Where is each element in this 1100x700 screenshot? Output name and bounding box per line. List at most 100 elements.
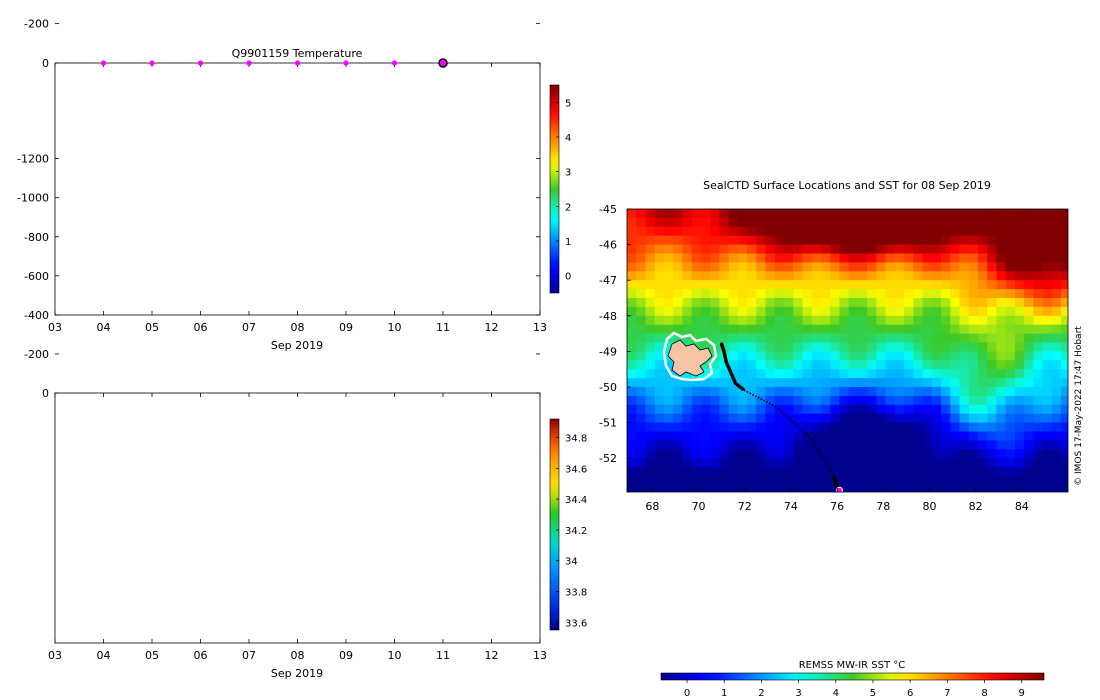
sst-cell [784,271,794,281]
x-tick-label: 04 [97,649,111,662]
sst-cell [867,262,877,272]
sst-cell [627,271,637,281]
sst-cell [700,306,711,317]
sst-cell [977,289,988,299]
sst-grid [627,209,1068,492]
sst-cell [793,289,803,299]
sst-cell [784,253,794,263]
sst-cell [774,333,785,343]
colorbar-tick-label: 1 [565,237,571,248]
sst-cell [728,235,739,246]
sst-cell [636,244,646,254]
sst-cell [857,360,868,370]
sst-cell [1014,360,1025,370]
sst-cell [710,253,720,263]
sst-cell [977,244,988,254]
sst-cell [1005,217,1016,228]
sst-cell [627,360,637,370]
sst-cell [885,333,896,343]
sst-cell [913,226,924,237]
sst-cell [719,271,730,281]
colorbar-tick-label: 3 [565,168,571,179]
sst-cell [996,342,1007,352]
sst-cell [968,324,979,335]
sst-cell [784,209,794,219]
sst-cell [645,324,656,335]
sst-cell [894,306,905,317]
sst-cell [673,306,683,317]
sst-cell [959,209,970,219]
sst-cell [1042,262,1053,272]
colorbar-tick-label: 33.6 [565,618,587,629]
sst-cell [673,280,683,290]
sst-cell [931,297,942,308]
sst-cell [931,209,942,219]
sst-cell [1051,280,1062,290]
sst-cell [645,306,656,317]
colorbar-tick-label: 0 [565,272,571,283]
sst-cell [968,360,979,370]
sst-cell [1005,351,1016,361]
sst-cell [820,217,831,228]
sst-cell [857,262,868,272]
sst-cell [756,297,767,308]
sst-cell [894,253,905,263]
sst-cell [968,217,979,228]
sst-cell [728,369,739,379]
sst-map-title: SealCTD Surface Locations and SST for 08… [703,179,991,192]
sst-cell [691,217,702,228]
sst-cell [627,306,637,317]
sst-cell [977,217,988,228]
sst-cell [1061,297,1068,308]
sst-cell [885,297,896,308]
sst-cell [710,306,720,317]
sst-cell [691,271,702,281]
sst-cell [977,315,988,326]
sst-cell [1033,226,1044,237]
sst-cell [663,262,674,272]
sst-cell [636,351,646,361]
sst-cell [996,333,1007,343]
colorbar-tick-label: 34.6 [565,464,587,475]
sst-cell [645,244,656,254]
y-tick-label: 0 [42,387,49,400]
sst-cell [931,253,942,263]
sst-cell [885,217,896,228]
sst-cell [700,378,711,388]
sst-cell [959,226,970,237]
sst-cell [894,369,905,379]
sst-cell [710,324,720,335]
sst-cell [654,297,665,308]
profile-marker [100,60,107,66]
sst-cell [627,235,637,246]
sst-cell [784,351,794,361]
sst-cell [904,271,914,281]
sst-cell [913,324,924,335]
sst-cell [747,271,757,281]
sst-cell [820,226,831,237]
sst-cell [1014,315,1025,326]
sst-cell [977,351,988,361]
sst-cell [710,315,720,326]
colorbar-tick-label: 34 [565,557,578,568]
sst-cell [830,369,840,379]
sst-cell [996,315,1007,326]
sst-cell [765,209,776,219]
sst-cell [931,235,942,246]
sst-cell [922,271,933,281]
sst-cell [839,271,850,281]
sst-cell [1061,280,1068,290]
sst-cell [885,226,896,237]
sst-cell [673,333,683,343]
sst-cell [857,226,868,237]
sst-cell [867,209,877,219]
sst-cell [691,244,702,254]
sst-cell [1033,360,1044,370]
sst-cell [728,209,739,219]
sst-cell [867,297,877,308]
sst-cell [987,324,997,335]
sst-cell [959,297,970,308]
sst-cell [663,289,674,299]
sst-cell [627,378,637,388]
colorbar-tick-label: 2 [565,202,571,213]
